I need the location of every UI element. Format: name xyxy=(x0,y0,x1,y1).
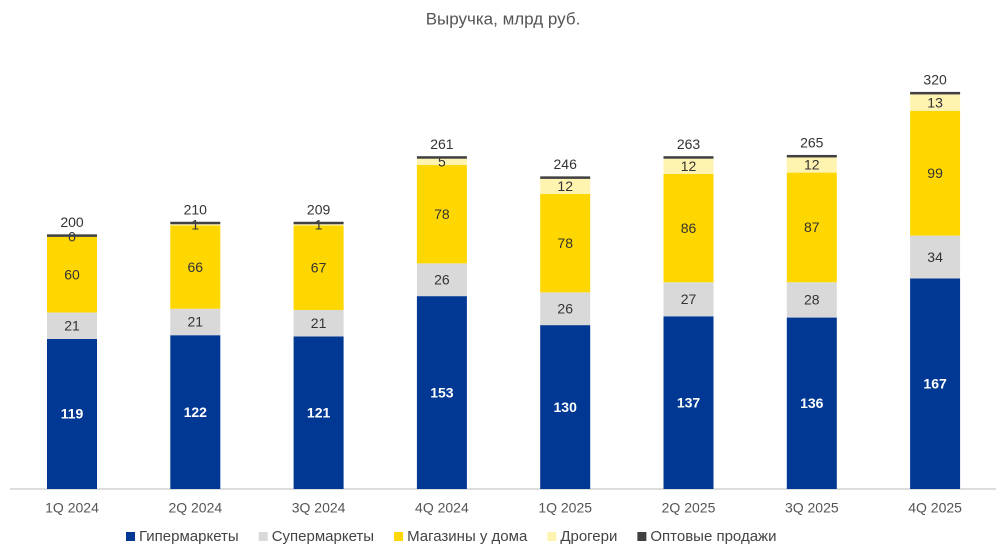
data-label: 12 xyxy=(681,158,697,174)
bar-segment xyxy=(663,156,714,159)
bar-segment xyxy=(47,338,97,489)
bar-segment xyxy=(170,308,221,336)
data-label: 78 xyxy=(557,235,573,251)
total-label: 200 xyxy=(60,214,84,230)
bar-segment xyxy=(416,296,467,489)
bar-segment xyxy=(540,194,591,293)
x-tick-label: 1Q 2024 xyxy=(45,500,99,516)
data-label: 87 xyxy=(804,219,820,235)
bar-segment xyxy=(540,178,591,195)
bar-segment xyxy=(170,221,221,225)
legend-swatch xyxy=(258,532,268,541)
data-label: 26 xyxy=(557,300,573,316)
data-label: 13 xyxy=(927,94,943,110)
total-label: 209 xyxy=(307,201,331,217)
bar-segment xyxy=(47,312,97,339)
total-label: 261 xyxy=(430,136,454,152)
bar-segment xyxy=(416,263,467,297)
bar-segment xyxy=(910,91,961,95)
bar-segment xyxy=(47,234,97,237)
total-label: 246 xyxy=(554,156,578,172)
legend-label: Оптовые продажи xyxy=(650,528,776,545)
bar-segment xyxy=(786,172,837,283)
total-label: 320 xyxy=(923,72,947,88)
data-label: 21 xyxy=(188,314,204,330)
x-tick-label: 4Q 2024 xyxy=(415,500,469,516)
bar-segment xyxy=(293,336,344,489)
data-label: 122 xyxy=(184,404,208,420)
bar-segment xyxy=(786,154,837,158)
legend-label: Магазины у дома xyxy=(407,528,528,545)
data-label: 153 xyxy=(430,384,454,400)
bar-segment xyxy=(540,176,591,179)
data-label: 137 xyxy=(677,394,701,410)
chart-title: Выручка, млрд руб. xyxy=(426,9,581,28)
bar-segment xyxy=(540,325,591,489)
bar-segment xyxy=(910,235,961,279)
bar-segment xyxy=(47,236,97,313)
x-tick-label: 1Q 2025 xyxy=(538,500,592,516)
legend-swatch xyxy=(547,532,557,541)
data-label: 27 xyxy=(681,291,697,307)
bar-segment xyxy=(293,225,344,310)
data-label: 5 xyxy=(438,154,446,170)
data-label: 60 xyxy=(64,266,80,282)
legend-label: Гипермаркеты xyxy=(139,528,239,545)
bar-segment xyxy=(786,157,837,173)
x-tick-label: 4Q 2025 xyxy=(908,500,962,516)
total-label: 265 xyxy=(800,135,824,151)
data-label: 136 xyxy=(800,395,824,411)
data-label: 1 xyxy=(315,217,323,233)
data-label: 67 xyxy=(311,259,327,275)
legend-swatch xyxy=(394,532,404,541)
data-label: 119 xyxy=(61,406,84,422)
data-label: 99 xyxy=(927,165,943,181)
total-label: 263 xyxy=(677,136,701,152)
bar-segment xyxy=(786,282,837,318)
bar-segment xyxy=(786,317,837,489)
bar-segment xyxy=(910,278,961,489)
bar-segment xyxy=(170,224,221,226)
legend-label: Супермаркеты xyxy=(272,528,374,545)
data-label: 21 xyxy=(64,317,80,333)
data-label: 34 xyxy=(927,249,943,265)
bar-segment xyxy=(416,156,467,159)
data-label: 78 xyxy=(434,206,450,222)
bar-segment xyxy=(170,335,221,489)
total-label: 210 xyxy=(184,201,208,217)
legend-swatch xyxy=(637,532,647,541)
bar-segment xyxy=(910,110,961,236)
data-label: 121 xyxy=(307,404,331,420)
data-label: 1 xyxy=(191,217,199,233)
bar-segment xyxy=(663,282,714,317)
data-label: 21 xyxy=(311,315,327,331)
bar-segment xyxy=(663,173,714,283)
bar-segment xyxy=(170,225,221,309)
bar-segment xyxy=(910,94,961,111)
bar-segment xyxy=(293,224,344,226)
bar-segment xyxy=(540,292,591,326)
bar-segment xyxy=(416,165,467,264)
bar-segment xyxy=(293,221,344,225)
x-tick-label: 2Q 2024 xyxy=(168,500,222,516)
data-label: 12 xyxy=(557,178,573,194)
x-tick-label: 3Q 2025 xyxy=(785,500,839,516)
data-label: 167 xyxy=(923,375,947,391)
legend-swatch xyxy=(126,532,135,541)
data-label: 130 xyxy=(554,399,578,415)
bar-segment xyxy=(416,158,467,166)
bar-segment xyxy=(293,309,344,337)
bar-segment xyxy=(663,158,714,174)
bar-segment xyxy=(663,316,714,489)
x-tick-label: 2Q 2025 xyxy=(662,500,716,516)
data-label: 28 xyxy=(804,292,820,308)
data-label: 12 xyxy=(804,157,820,173)
x-tick-label: 3Q 2024 xyxy=(292,500,346,516)
data-label: 66 xyxy=(188,259,204,275)
legend-label: Дрогери xyxy=(560,528,617,545)
data-label: 26 xyxy=(434,271,450,287)
data-label: 86 xyxy=(681,220,697,236)
